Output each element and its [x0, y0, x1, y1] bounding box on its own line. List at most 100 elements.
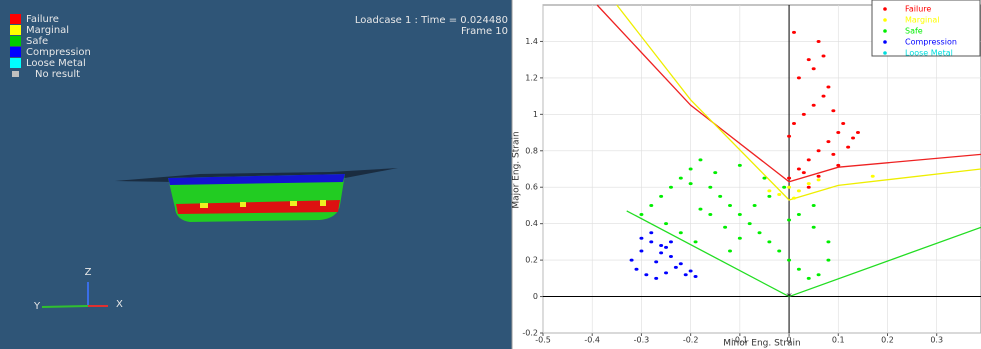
- info-line: Frame 10: [461, 26, 508, 37]
- data-point: [694, 275, 698, 278]
- data-point: [748, 222, 752, 225]
- data-point: [797, 189, 801, 192]
- data-point: [644, 273, 648, 276]
- y-tick-label: -0.2: [522, 329, 538, 338]
- data-point: [792, 122, 796, 125]
- data-point: [698, 158, 702, 161]
- data-point: [767, 189, 771, 192]
- legend-swatch: [10, 47, 21, 57]
- x-tick-label: 0.3: [930, 336, 943, 345]
- data-point: [630, 259, 634, 262]
- data-point: [639, 213, 643, 216]
- data-point: [812, 226, 816, 229]
- data-point: [802, 171, 806, 174]
- data-point: [826, 240, 830, 243]
- data-point: [807, 182, 811, 185]
- data-point: [826, 86, 830, 89]
- legend-label: Loose Metal: [26, 58, 86, 69]
- origin-marker: *: [786, 291, 792, 304]
- legend-swatch: [12, 71, 19, 77]
- data-point: [684, 273, 688, 276]
- data-point: [817, 149, 821, 152]
- y-tick-label: 1.4: [525, 37, 538, 46]
- data-point: [679, 231, 683, 234]
- legend-label: No result: [35, 69, 80, 80]
- legend-label: Compression: [905, 38, 957, 47]
- data-point: [787, 177, 791, 180]
- legend-marker: [883, 18, 887, 22]
- x-tick-label: 0.1: [832, 336, 845, 345]
- data-point: [812, 104, 816, 107]
- data-point: [753, 204, 757, 207]
- data-point: [718, 195, 722, 198]
- triad-z: Z: [85, 267, 92, 278]
- data-point: [738, 164, 742, 167]
- legend-label: Failure: [26, 14, 59, 25]
- data-point: [802, 113, 806, 116]
- data-point: [787, 135, 791, 138]
- legend-marker: [883, 51, 887, 55]
- triad-x: X: [116, 299, 123, 310]
- data-point: [807, 277, 811, 280]
- triad-y: Y: [33, 301, 41, 312]
- data-point: [639, 250, 643, 253]
- y-tick-label: 1.2: [525, 73, 538, 82]
- data-point: [807, 58, 811, 61]
- legend-label: Safe: [26, 36, 48, 47]
- x-tick-label: -0.3: [634, 336, 650, 345]
- data-point: [836, 164, 840, 167]
- data-point: [713, 171, 717, 174]
- data-point: [841, 122, 845, 125]
- data-point: [708, 213, 712, 216]
- data-point: [792, 197, 796, 200]
- legend-label: Safe: [905, 27, 923, 36]
- x-tick-label: 0.2: [881, 336, 894, 345]
- legend-label: Compression: [26, 47, 91, 58]
- data-point: [635, 268, 639, 271]
- data-point: [777, 250, 781, 253]
- legend-swatch: [10, 58, 21, 68]
- legend-label: Marginal: [905, 16, 939, 25]
- data-point: [689, 182, 693, 185]
- data-point: [846, 146, 850, 149]
- data-point: [639, 237, 643, 240]
- data-point: [723, 226, 727, 229]
- y-tick-label: 0.6: [525, 183, 538, 192]
- data-point: [822, 95, 826, 98]
- data-point: [792, 31, 796, 34]
- data-point: [679, 177, 683, 180]
- x-tick-label: -0.1: [732, 336, 748, 345]
- legend-label: Loose Metal: [905, 49, 953, 58]
- y-tick-label: 0.4: [525, 219, 538, 228]
- data-point: [679, 262, 683, 265]
- x-tick-label: 0: [787, 336, 792, 345]
- data-point: [787, 259, 791, 262]
- data-point: [767, 240, 771, 243]
- data-point: [649, 204, 653, 207]
- y-axis-label: Major Eng. Strain: [512, 131, 522, 208]
- data-point: [826, 140, 830, 143]
- data-point: [812, 204, 816, 207]
- data-point: [669, 255, 673, 258]
- data-point: [738, 237, 742, 240]
- data-point: [817, 178, 821, 181]
- data-point: [817, 273, 821, 276]
- data-point: [649, 240, 653, 243]
- data-point: [812, 67, 816, 70]
- data-point: [851, 137, 855, 140]
- data-point: [674, 266, 678, 269]
- data-point: [807, 186, 811, 189]
- y-tick-label: 0.2: [525, 256, 538, 265]
- x-tick-label: -0.4: [584, 336, 600, 345]
- y-tick-label: 1: [533, 110, 538, 119]
- data-point: [694, 240, 698, 243]
- data-point: [797, 168, 801, 171]
- data-point: [797, 76, 801, 79]
- y-tick-label: 0: [533, 292, 538, 301]
- data-point: [669, 186, 673, 189]
- data-point: [767, 195, 771, 198]
- data-point: [659, 251, 663, 254]
- data-point: [669, 240, 673, 243]
- legend-label: Marginal: [26, 25, 69, 36]
- data-point: [728, 250, 732, 253]
